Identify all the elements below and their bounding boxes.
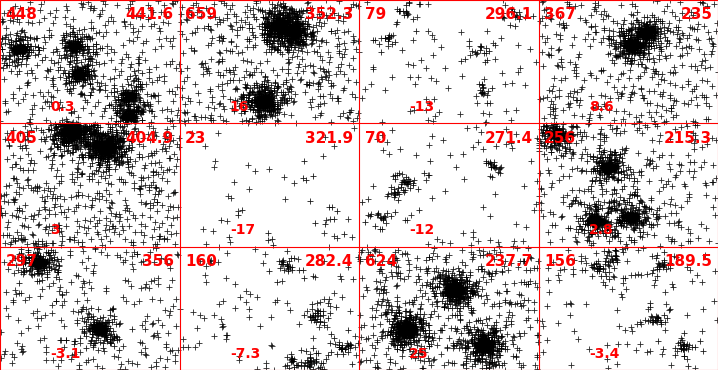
Text: 2.8: 2.8 bbox=[589, 223, 613, 238]
Text: 404.9: 404.9 bbox=[126, 131, 174, 146]
Text: 160: 160 bbox=[185, 254, 217, 269]
Text: 297: 297 bbox=[6, 254, 38, 269]
Text: -13: -13 bbox=[409, 100, 434, 114]
Text: 0.3: 0.3 bbox=[50, 100, 75, 114]
Text: -7.3: -7.3 bbox=[230, 347, 260, 361]
Text: 256: 256 bbox=[544, 131, 577, 146]
Text: 8.6: 8.6 bbox=[589, 100, 613, 114]
Text: 356: 356 bbox=[141, 254, 174, 269]
Text: 79: 79 bbox=[365, 7, 386, 23]
Text: 16: 16 bbox=[230, 100, 249, 114]
Text: 156: 156 bbox=[544, 254, 576, 269]
Text: 352.3: 352.3 bbox=[305, 7, 353, 23]
Text: 237.7: 237.7 bbox=[485, 254, 533, 269]
Text: 405: 405 bbox=[6, 131, 37, 146]
Text: 215.3: 215.3 bbox=[664, 131, 712, 146]
Text: -17: -17 bbox=[230, 223, 255, 238]
Text: 235: 235 bbox=[680, 7, 712, 23]
Text: -3.1: -3.1 bbox=[50, 347, 80, 361]
Text: 296.1: 296.1 bbox=[485, 7, 533, 23]
Text: 70: 70 bbox=[365, 131, 386, 146]
Text: 23: 23 bbox=[185, 131, 207, 146]
Text: 367: 367 bbox=[544, 7, 577, 23]
Text: 321.9: 321.9 bbox=[305, 131, 353, 146]
Text: 448: 448 bbox=[6, 7, 37, 23]
Text: 624: 624 bbox=[365, 254, 397, 269]
Text: 3: 3 bbox=[50, 223, 60, 238]
Text: 282.4: 282.4 bbox=[305, 254, 353, 269]
Text: 189.5: 189.5 bbox=[664, 254, 712, 269]
Text: -12: -12 bbox=[409, 223, 434, 238]
Text: 441.6: 441.6 bbox=[126, 7, 174, 23]
Text: 271.4: 271.4 bbox=[485, 131, 533, 146]
Text: 659: 659 bbox=[185, 7, 218, 23]
Text: 25: 25 bbox=[409, 347, 429, 361]
Text: -3.4: -3.4 bbox=[589, 347, 619, 361]
